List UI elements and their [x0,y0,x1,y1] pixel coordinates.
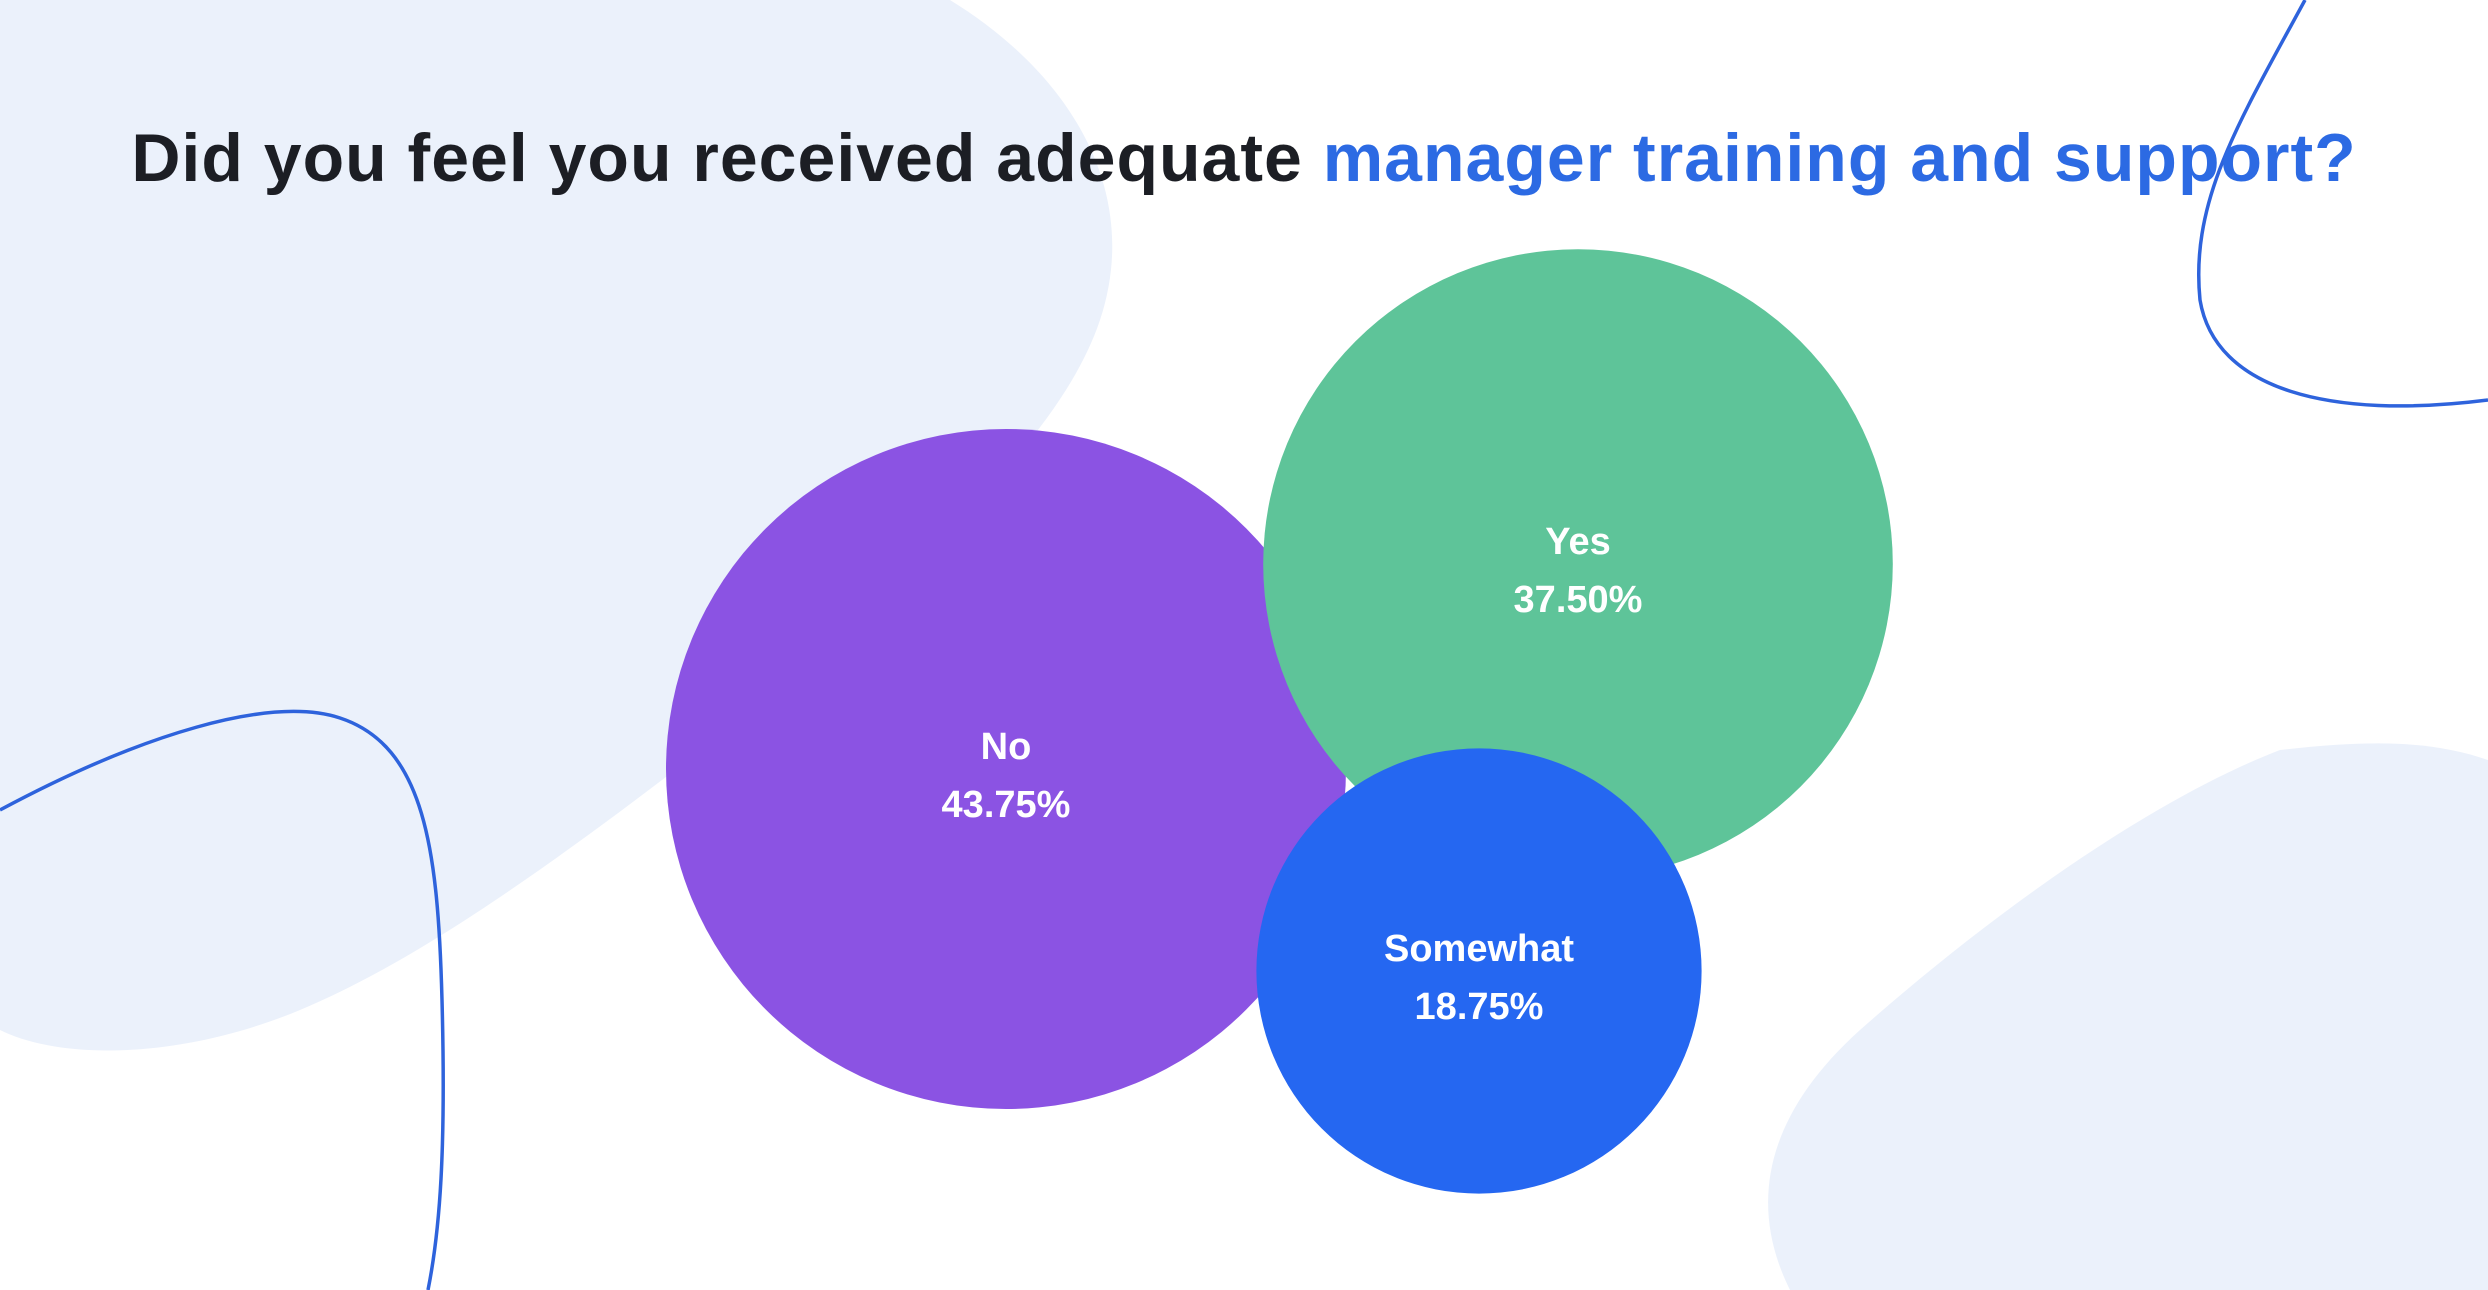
bubble-group-no: No 43.75% [666,429,1346,1109]
background-blob-bottom-right [1768,743,2488,1290]
decor-line-top-right [2197,0,2488,408]
background-blob-top-left [0,0,1113,1051]
chart-title: Did you feel you received adequate manag… [0,118,2488,200]
bubble-group-yes: Yes 37.50% [1263,249,1893,879]
bubble-no [666,429,1346,1109]
bubble-label-yes: Yes [1545,521,1611,563]
bubble-label-somewhat: Somewhat [1384,928,1574,970]
bubble-yes [1263,249,1893,879]
bubble-value-somewhat: 18.75% [1415,986,1544,1028]
title-prefix: Did you feel you received adequate [131,120,1323,196]
decor-line-left [0,709,445,1290]
bubble-somewhat [1256,748,1702,1194]
bubble-value-yes: 37.50% [1514,579,1643,621]
bubble-group-somewhat: Somewhat 18.75% [1256,748,1702,1194]
title-highlight: manager training and support? [1322,120,2357,196]
bubble-value-no: 43.75% [942,784,1071,826]
bubble-label-no: No [981,726,1032,768]
